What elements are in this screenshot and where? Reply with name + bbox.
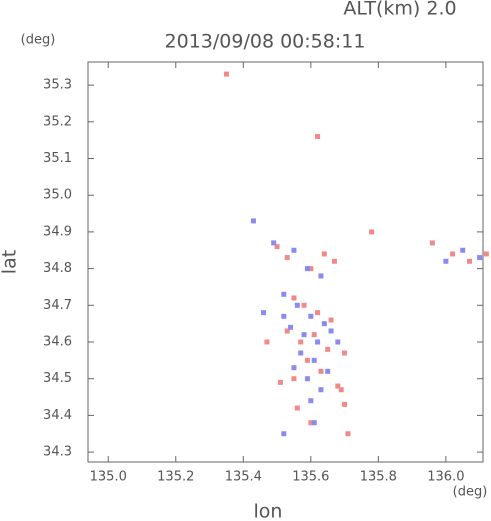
data-point [311, 420, 317, 426]
data-point [308, 313, 314, 319]
data-point [328, 317, 334, 323]
data-point [325, 346, 331, 352]
data-point [304, 376, 310, 382]
y-tick-label: 35.3 [43, 78, 72, 93]
y-tick-label: 34.9 [43, 224, 72, 239]
data-point [315, 310, 321, 316]
y-tick-label: 34.7 [43, 298, 72, 313]
data-point [477, 255, 483, 261]
y-tick-label: 34.3 [43, 445, 72, 460]
data-point [291, 365, 297, 371]
data-point [298, 339, 304, 345]
data-point [321, 251, 327, 257]
data-point [304, 266, 310, 272]
data-point [483, 251, 489, 257]
y-tick-label: 35.1 [43, 151, 72, 166]
data-point [301, 302, 307, 308]
data-point [342, 401, 348, 407]
data-point [304, 357, 310, 363]
data-point [335, 339, 341, 345]
data-point [308, 398, 314, 404]
annotation: ALT(km) 2.0 [343, 0, 456, 20]
data-point [284, 255, 290, 261]
data-point [311, 357, 317, 363]
data-point [311, 332, 317, 338]
plot-frame [87, 61, 484, 463]
data-point [308, 266, 314, 272]
x-tick-label: 135.0 [90, 470, 127, 485]
y-axis-label: lat [0, 250, 21, 274]
data-point [345, 431, 351, 437]
data-point [318, 368, 324, 374]
data-point [318, 387, 324, 393]
y-unit: (deg) [21, 33, 56, 48]
data-point [298, 350, 304, 356]
data-point [460, 247, 466, 253]
data-point [315, 133, 321, 139]
data-point [281, 431, 287, 437]
x-unit: (deg) [453, 485, 488, 500]
data-point [288, 324, 294, 330]
data-point [274, 244, 280, 250]
x-tick-label: 135.2 [157, 470, 194, 485]
data-point [321, 321, 327, 327]
data-point [291, 376, 297, 382]
data-point [261, 310, 267, 316]
data-point [466, 258, 472, 264]
data-point [338, 387, 344, 393]
x-tick-label: 135.4 [225, 470, 262, 485]
data-point [264, 339, 270, 345]
data-point [281, 313, 287, 319]
data-point [429, 240, 435, 246]
data-point [308, 420, 314, 426]
x-axis-label: lon [254, 501, 283, 521]
data-point [250, 218, 256, 224]
y-tick-label: 34.6 [43, 335, 72, 350]
data-point [328, 328, 334, 334]
data-point [342, 350, 348, 356]
data-point [281, 291, 287, 297]
data-point [277, 379, 283, 385]
data-point [291, 295, 297, 301]
y-tick-label: 34.5 [43, 371, 72, 386]
data-point [291, 247, 297, 253]
data-point [294, 405, 300, 411]
chart-title: 2013/09/08 00:58:11 [165, 31, 366, 53]
data-point [271, 240, 277, 246]
data-point [318, 273, 324, 279]
data-point [443, 258, 449, 264]
data-point [369, 229, 375, 235]
data-point [294, 302, 300, 308]
y-tick-label: 35.2 [43, 114, 72, 129]
data-point [284, 328, 290, 334]
x-tick-label: 135.8 [360, 470, 397, 485]
y-tick-label: 35.0 [43, 188, 72, 203]
x-tick-label: 136.0 [427, 470, 464, 485]
data-point [450, 251, 456, 257]
data-point [331, 258, 337, 264]
data-point [301, 332, 307, 338]
data-point [335, 383, 341, 389]
data-point [223, 71, 229, 77]
y-tick-label: 34.8 [43, 261, 72, 276]
data-point [315, 339, 321, 345]
data-point [325, 368, 331, 374]
x-tick-label: 135.6 [292, 470, 329, 485]
y-tick-label: 34.4 [43, 408, 72, 423]
